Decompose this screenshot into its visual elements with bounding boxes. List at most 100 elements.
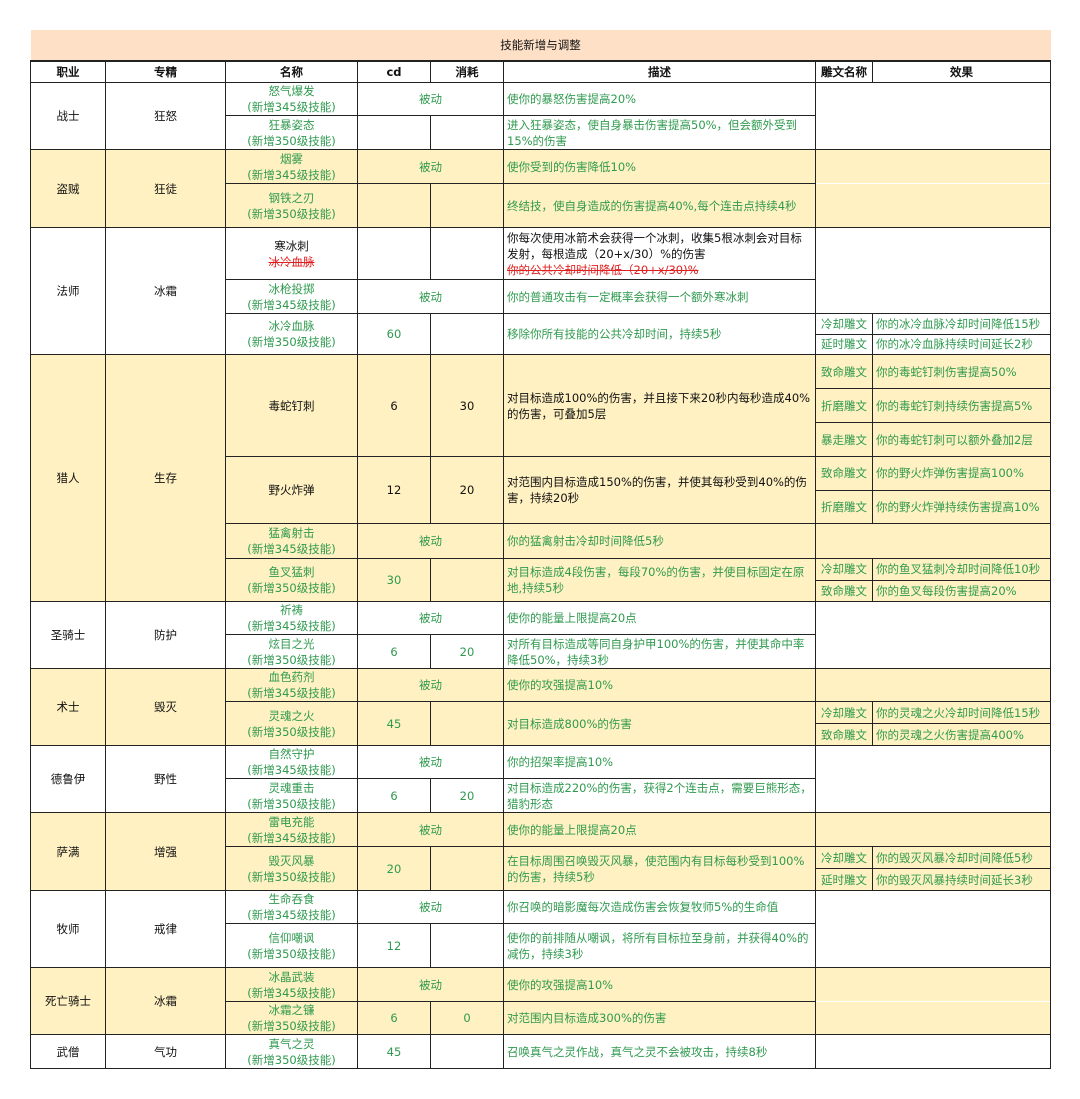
skill-desc: 使你的攻强提高10% — [503, 967, 816, 1002]
spec-name: 狂怒 — [105, 82, 226, 150]
class-name: 武僧 — [30, 1034, 106, 1069]
skill-name: 猛禽射击 — [268, 526, 315, 540]
glyph-effect: 你的鱼叉猛刺冷却时间降低10秒 — [872, 558, 1051, 581]
skill-desc-text: 对范围内目标造成150%的伤害，并使其每秒受到40%的伤害，持续20秒 — [507, 475, 807, 505]
glyph-effect: 你的野火炸弹伤害提高100% — [872, 456, 1051, 491]
header-row: 职业 专精 名称 cd 消耗 描述 雕文名称 效果 — [30, 60, 1051, 83]
table-row: 武僧 气功 真气之灵 (新增350级技能) 45 召唤真气之灵作战，真气之灵不会被攻击，持… — [30, 1034, 1051, 1069]
skill-name-cell: 毒蛇钉刺 — [225, 354, 358, 457]
glyph-effect: 你的灵魂之火冷却时间降低15秒 — [872, 701, 1051, 724]
skill-desc-text: 你每次使用冰箭术会获得一个冰刺，收集5根冰刺会对目标发射，每根造成（20+x/3… — [507, 230, 802, 261]
skill-name: 血色药剂 — [268, 670, 315, 684]
skill-desc-text: 召唤真气之灵作战，真气之灵不会被攻击，持续8秒 — [507, 1044, 768, 1059]
table-row: 炫目之光 (新增350级技能) 6 20 对所有目标造成等同自身护甲100%的伤害，并使… — [31, 634, 1051, 669]
skill-name: 烟雾 — [280, 151, 303, 166]
glyph-effect: 你的毒蛇钉刺可以额外叠加2层 — [872, 422, 1051, 457]
spec-name: 冰霜 — [105, 227, 226, 355]
skill-desc-text: 使你的攻强提高10% — [507, 678, 614, 692]
passive-label: 被动 — [357, 890, 504, 924]
glyph-name: 折磨雕文 — [815, 388, 873, 423]
skill-name-cell: 猛禽射击 (新增345级技能) — [225, 523, 358, 559]
skill-name-cell: 冰晶武装 (新增345级技能) — [225, 967, 358, 1002]
table-row: 鱼叉猛刺 (新增350级技能) 30 对目标造成4段伤害，每段70%的伤害，并使目标固… — [31, 558, 1051, 602]
class-name: 战士 — [30, 82, 106, 150]
skill-cost — [430, 227, 504, 280]
glyph-empty — [815, 812, 1051, 847]
glyph-effect: 你的冰冷血脉持续时间延长2秒 — [872, 333, 1051, 355]
skill-cost — [430, 558, 504, 602]
skill-name: 冰霜之镰 — [268, 1003, 315, 1017]
table-row: 致命雕文 你的鱼叉每段伤害提高20% — [31, 579, 1051, 602]
spec-name: 生存 — [105, 354, 226, 602]
table-row: 德鲁伊 野性 自然守护 (新增345级技能) 被动 你的招架率提高10% — [30, 745, 1051, 813]
glyph-empty — [815, 890, 1051, 924]
glyph-empty — [815, 115, 1051, 150]
skill-cost: 20 — [430, 456, 504, 524]
table-row: 折磨雕文 你的毒蛇钉刺持续伤害提高5% — [31, 388, 1051, 423]
skill-name: 冰枪投掷 — [268, 281, 315, 296]
skill-name: 鱼叉猛刺 — [268, 565, 315, 579]
skill-name: 寒冰刺 — [274, 238, 309, 253]
skill-name-cell: 炫目之光 (新增350级技能) — [225, 634, 358, 669]
table-row: 牧师 戒律 生命吞食 (新增345级技能) 被动 你召唤的暗影魔每次造成伤害会恢复牧师5%… — [30, 890, 1051, 968]
glyph-name: 延时雕文 — [815, 868, 873, 891]
skill-desc-text: 终结技，使自身造成的伤害提高40%,每个连击点持续4秒 — [507, 198, 797, 213]
passive-label: 被动 — [357, 82, 504, 116]
glyph-name: 暴走雕文 — [815, 422, 873, 457]
skill-desc-text: 对目标造成800%的伤害 — [507, 716, 632, 731]
class-name: 术士 — [30, 668, 106, 746]
skill-note: (新增345级技能) — [247, 763, 336, 777]
table-row: 死亡骑士 冰霜 冰晶武装 (新增345级技能) 被动 使你的攻强提高10% — [30, 967, 1051, 1035]
struck-skill-name: 冰冷血脉 — [268, 254, 315, 269]
table-row: 萨满 增强 雷电充能 (新增345级技能) 被动 使你的能量上限提高20点 — [30, 812, 1051, 891]
table-row: 延时雕文 你的毁灭风暴持续时间延长3秒 — [31, 868, 1051, 891]
passive-label: 被动 — [357, 523, 504, 559]
skill-desc: 进入狂暴姿态，使自身暴击伤害提高50%，但会额外受到15%的伤害 — [503, 115, 816, 150]
skill-desc: 对目标造成100%的伤害，并且接下来20秒内每秒造成40%的伤害，可叠加5层 — [503, 354, 816, 457]
skill-name-cell: 血色药剂 (新增345级技能) — [225, 668, 358, 702]
glyph-empty — [815, 279, 1051, 314]
glyph-empty — [815, 1034, 1051, 1069]
spec-name: 增强 — [105, 812, 226, 891]
skill-name: 灵魂之火 — [268, 708, 315, 723]
glyph-empty — [815, 183, 1051, 228]
skill-cd — [357, 115, 431, 150]
glyph-empty — [815, 82, 1051, 116]
header-effect: 效果 — [872, 60, 1051, 83]
skill-note: (新增350级技能) — [247, 1019, 336, 1033]
skill-name: 毁灭风暴 — [268, 853, 315, 868]
table-row: 折磨雕文 你的野火炸弹持续伤害提高10% — [31, 489, 1051, 524]
skill-desc: 移除你所有技能的公共冷却时间，持续5秒 — [503, 313, 816, 355]
table-row: 信仰嘲讽 (新增350级技能) 12 使你的前排随从嘲讽，将所有目标拉至身前，并获得4… — [31, 923, 1051, 968]
skill-note: (新增345级技能) — [247, 619, 336, 633]
skill-cd: 45 — [357, 701, 431, 746]
skill-note: (新增345级技能) — [247, 297, 336, 312]
skill-desc: 使你的攻强提高10% — [503, 668, 816, 702]
glyph-name: 致命雕文 — [815, 723, 873, 746]
skill-name: 野火炸弹 — [268, 483, 315, 497]
skill-cd: 20 — [357, 846, 431, 891]
class-name: 法师 — [30, 227, 106, 355]
skill-name: 生命吞食 — [268, 892, 315, 906]
skill-desc-text: 使你的暴怒伤害提高20% — [507, 92, 637, 106]
skill-name-cell: 寒冰刺 冰冷血脉 — [225, 227, 358, 280]
skill-desc-text: 移除你所有技能的公共冷却时间，持续5秒 — [507, 327, 722, 341]
skill-desc: 使你的暴怒伤害提高20% — [503, 82, 816, 116]
skill-name-cell: 灵魂重击 (新增350级技能) — [225, 778, 358, 813]
skill-cd: 6 — [357, 354, 431, 457]
glyph-name: 致命雕文 — [815, 354, 873, 389]
class-name: 牧师 — [30, 890, 106, 968]
glyph-effect: 你的毒蛇钉刺持续伤害提高5% — [872, 388, 1051, 423]
skill-desc: 对目标造成220%的伤害，获得2个连击点，需要巨熊形态，猎豹形态 — [503, 778, 816, 813]
skill-name-cell: 狂暴姿态 (新增350级技能) — [225, 115, 358, 150]
class-name: 猎人 — [30, 354, 106, 602]
skill-name-cell: 毁灭风暴 (新增350级技能) — [225, 846, 358, 891]
table-row: 暴走雕文 你的毒蛇钉刺可以额外叠加2层 — [31, 422, 1051, 457]
skill-cost — [430, 923, 504, 968]
table-row: 圣骑士 防护 祈祷 (新增345级技能) 被动 使你的能量上限提高20点 — [30, 601, 1051, 669]
skill-desc: 对范围内目标造成150%的伤害，并使其每秒受到40%的伤害，持续20秒 — [503, 456, 816, 524]
skill-desc: 使你的能量上限提高20点 — [503, 812, 816, 847]
skill-cost: 20 — [430, 634, 504, 669]
skill-desc: 召唤真气之灵作战，真气之灵不会被攻击，持续8秒 — [503, 1034, 816, 1069]
glyph-empty — [815, 668, 1051, 702]
